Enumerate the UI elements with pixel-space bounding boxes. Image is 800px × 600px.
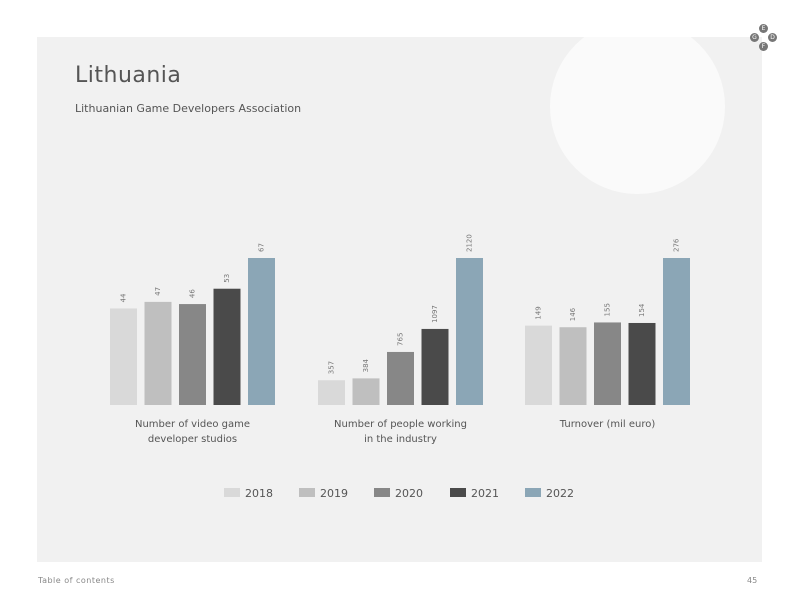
bar	[594, 322, 621, 405]
category-label: Turnover (mil euro)	[559, 419, 656, 430]
data-label: 53	[223, 274, 231, 283]
bar	[663, 258, 690, 405]
decorative-circle	[550, 37, 725, 194]
logo-letter: D	[768, 33, 777, 42]
legend-swatch	[525, 488, 541, 497]
bar	[559, 327, 587, 405]
page-number: 45	[747, 576, 758, 585]
logo-letter: G	[750, 33, 759, 42]
logo-letter: E	[759, 24, 768, 33]
data-label: 67	[258, 243, 266, 252]
bar	[352, 378, 380, 405]
data-label: 357	[328, 361, 336, 374]
bar	[318, 380, 345, 405]
category-label: in the industry	[364, 434, 437, 445]
data-label: 149	[535, 306, 543, 319]
logo-letter: F	[759, 42, 768, 51]
bar	[421, 328, 449, 405]
data-label: 154	[638, 303, 646, 317]
bar	[456, 258, 483, 405]
logo-icon: E G D F	[749, 24, 777, 52]
data-label: 276	[673, 238, 681, 252]
page-title: Lithuania	[75, 63, 182, 88]
legend-label: 2020	[395, 487, 423, 500]
data-label: 46	[189, 289, 197, 298]
bar	[144, 301, 172, 405]
data-label: 44	[120, 293, 128, 302]
bar	[248, 258, 275, 405]
legend-label: 2019	[320, 487, 348, 500]
data-label: 2120	[466, 234, 474, 252]
legend-label: 2018	[245, 487, 273, 500]
bar	[628, 322, 656, 405]
legend-label: 2022	[546, 487, 574, 500]
bar	[387, 351, 414, 405]
bar	[179, 304, 206, 405]
data-label: 1097	[431, 305, 439, 323]
chart-panel: Lithuania Lithuanian Game Developers Ass…	[37, 37, 762, 562]
category-label: developer studios	[148, 434, 237, 445]
table-of-contents-link[interactable]: Table of contents	[38, 576, 115, 585]
legend-label: 2021	[471, 487, 499, 500]
data-label: 155	[604, 303, 612, 316]
data-label: 47	[154, 287, 162, 296]
legend-swatch	[374, 488, 390, 497]
category-label: Number of people working	[334, 419, 467, 430]
page-subtitle: Lithuanian Game Developers Association	[75, 102, 302, 115]
bar	[110, 308, 137, 405]
data-label: 765	[397, 333, 405, 346]
category-label: Number of video game	[135, 419, 250, 430]
data-label: 384	[362, 358, 370, 372]
legend-swatch	[224, 488, 240, 497]
legend-swatch	[450, 488, 466, 497]
data-label: 146	[569, 307, 577, 321]
legend-swatch	[299, 488, 315, 497]
bar	[525, 325, 552, 405]
bar	[213, 288, 241, 405]
